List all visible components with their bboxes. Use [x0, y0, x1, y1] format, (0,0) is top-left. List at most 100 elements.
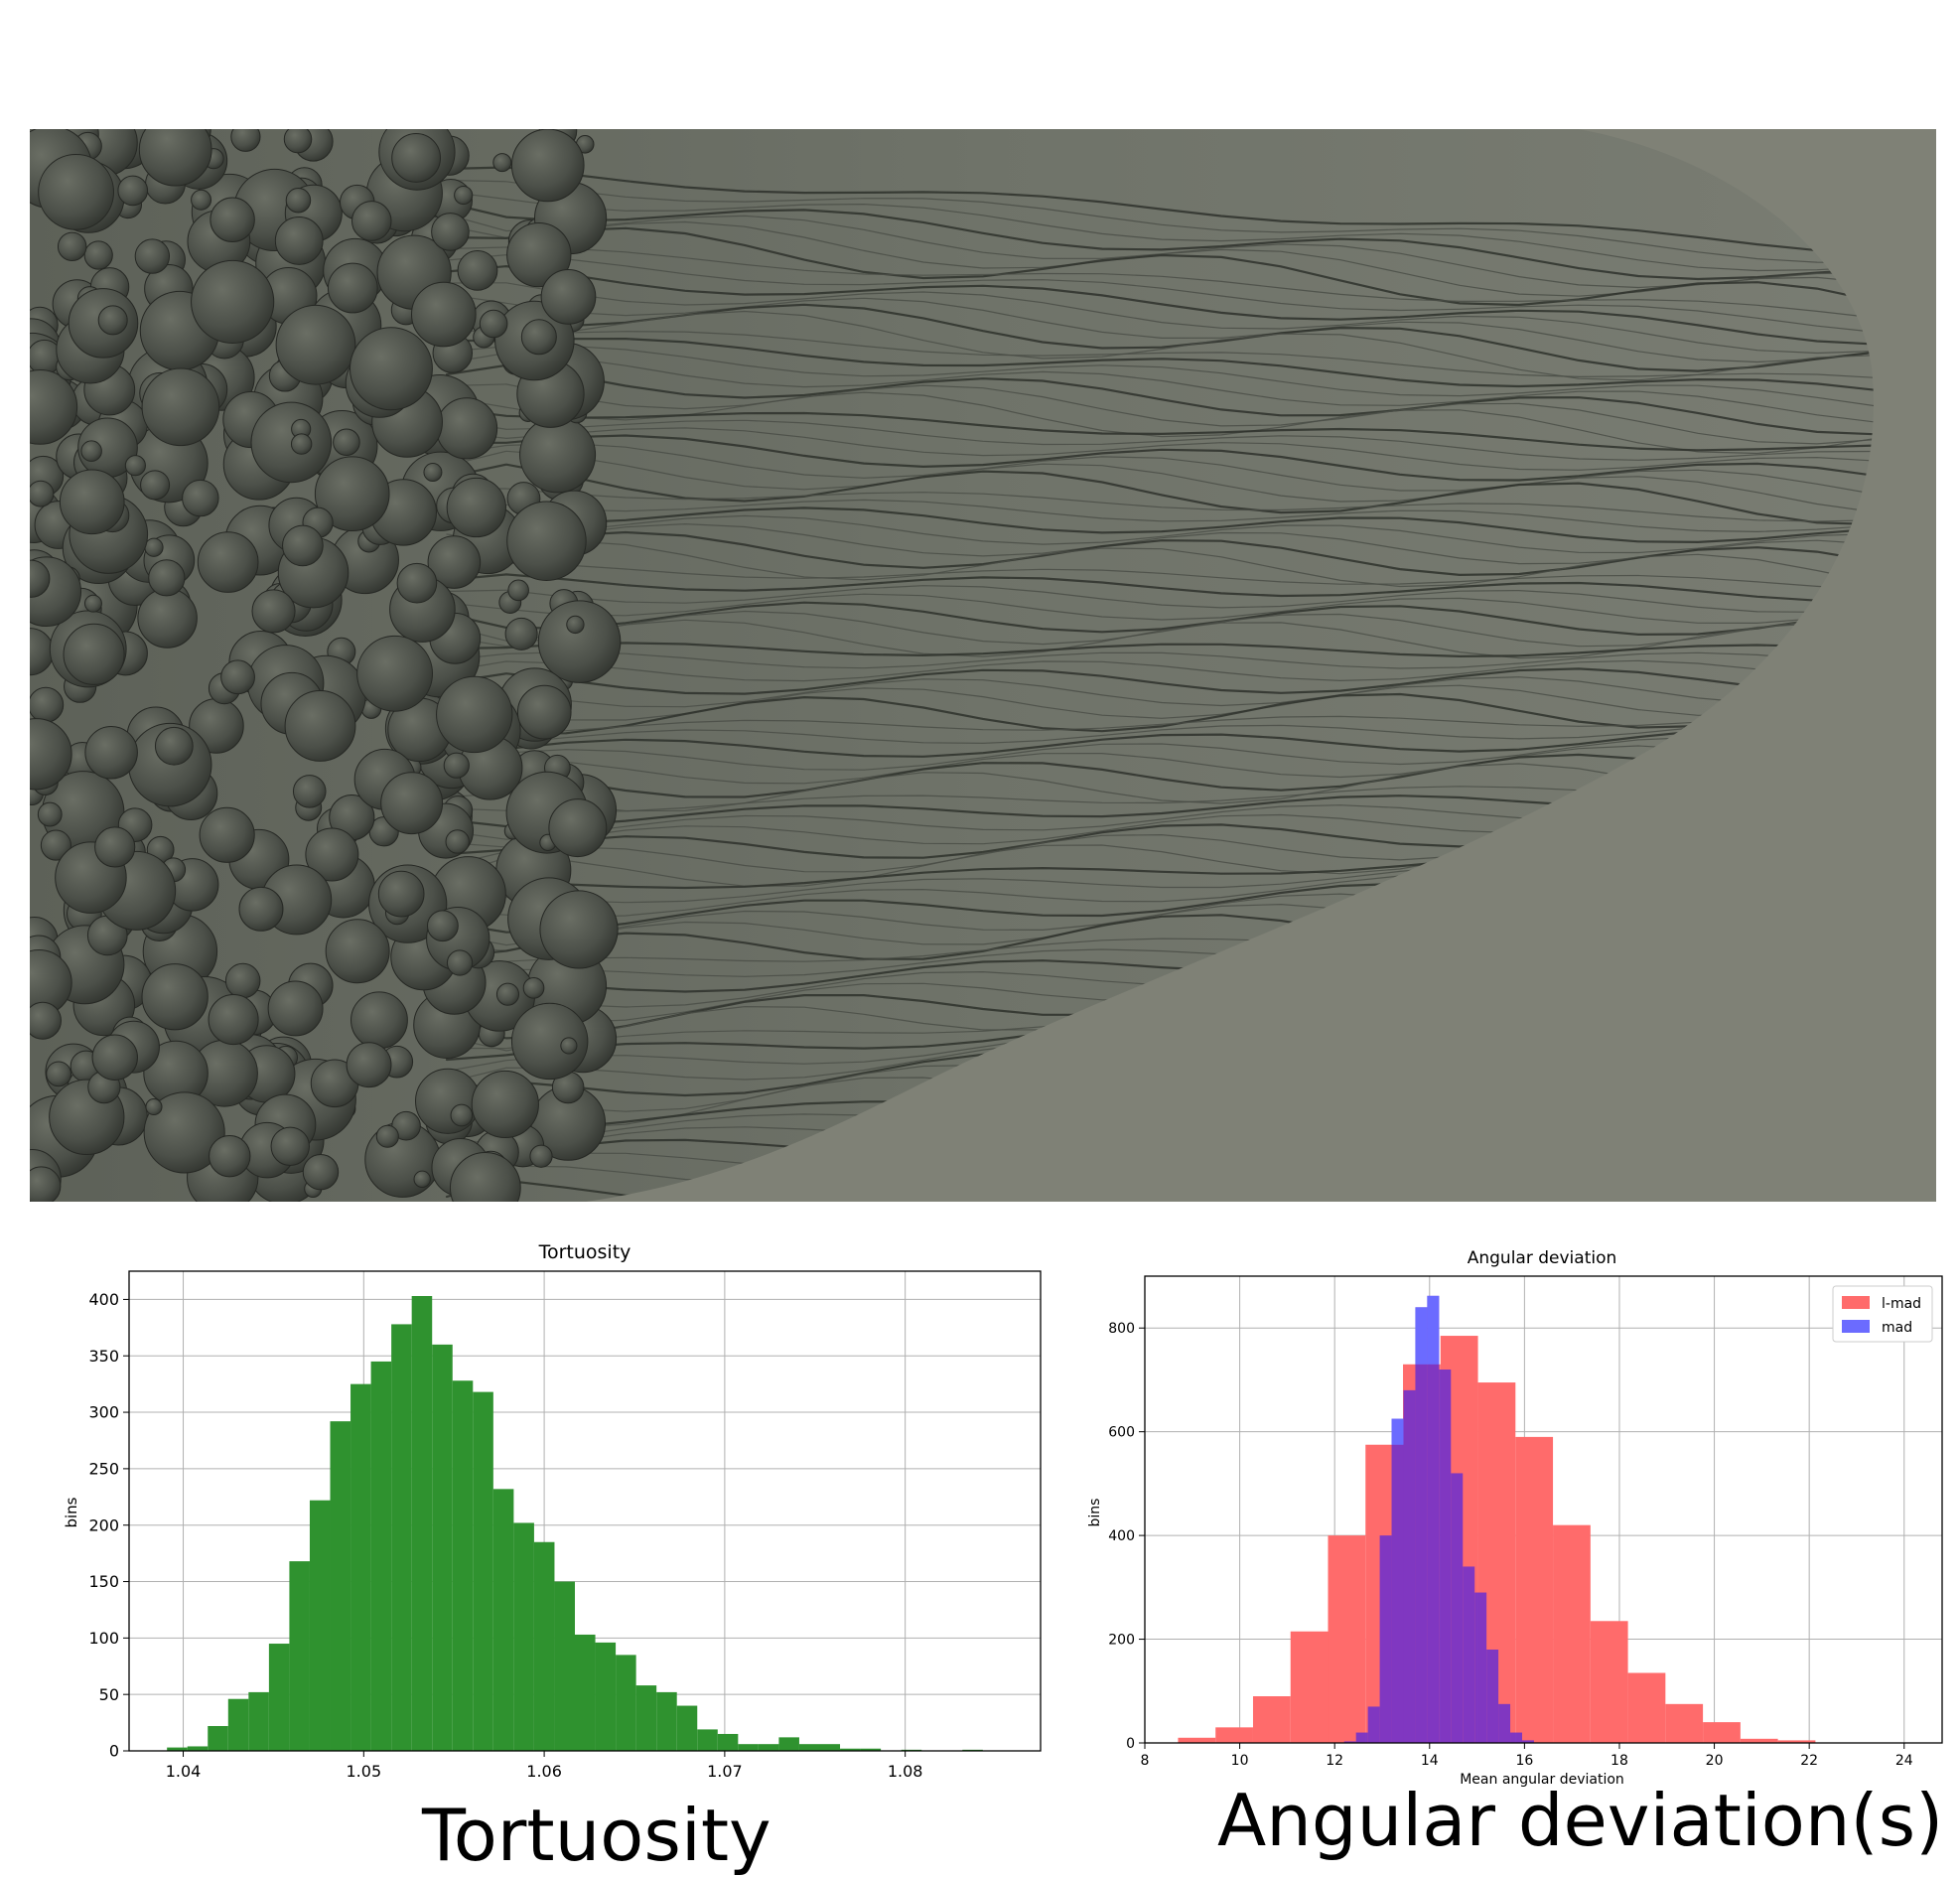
bar-mad-4: [1391, 1418, 1404, 1743]
fiber-bundle-rendering: [30, 129, 1936, 1202]
fiber-cross-section: [208, 994, 259, 1046]
fiber-cross-section: [548, 798, 608, 858]
bar-mad-14: [1510, 1732, 1522, 1743]
y-tick-label: 0: [1126, 1736, 1135, 1752]
bar-mad-12: [1486, 1650, 1499, 1743]
fiber-cross-section: [84, 725, 138, 780]
fiber-line: [446, 254, 1874, 334]
fiber-cross-section: [325, 919, 390, 984]
fiber-cross-section: [537, 600, 622, 683]
fiber-line: [446, 514, 1874, 554]
fiber-cross-section: [510, 129, 585, 203]
legend-swatch-mad: [1842, 1320, 1870, 1333]
fiber-cross-section: [435, 397, 498, 460]
bar-values-15: [473, 1391, 493, 1751]
bar-values-6: [289, 1561, 310, 1751]
fiber-line: [446, 450, 1874, 513]
fiber-line: [446, 736, 1874, 771]
fiber-cross-section: [516, 684, 572, 740]
y-tick-label: 350: [88, 1347, 119, 1366]
y-tick-label: 400: [1108, 1528, 1135, 1544]
bar-values-8: [330, 1421, 351, 1751]
fiber-cross-section: [519, 416, 597, 494]
y-tick-label: 200: [1108, 1632, 1135, 1648]
tortuosity-histogram: Tortuosity bins 1.04 1.05 1.06 1.07 1.08 0 50…: [63, 1241, 1042, 1781]
bar-values-28: [738, 1744, 759, 1751]
bar-mad-2: [1367, 1706, 1380, 1743]
fiber-cross-section: [191, 259, 275, 345]
bar-values-31: [798, 1744, 820, 1751]
x-tick-label: 18: [1610, 1753, 1628, 1769]
bar-values-32: [819, 1744, 841, 1751]
fiber-cross-section: [238, 886, 284, 932]
bar-l-mad-1: [1215, 1727, 1253, 1743]
bar-mad-11: [1474, 1592, 1487, 1743]
fiber-line: [446, 419, 1874, 461]
fiber-cross-section: [141, 367, 220, 447]
fiber-cross-section: [415, 1068, 482, 1134]
fiber-cross-section: [210, 197, 255, 243]
fiber-cross-section: [510, 1002, 589, 1081]
fiber-cross-section: [423, 463, 443, 483]
legend-label-l-mad: l-mad: [1882, 1296, 1921, 1312]
fiber-cross-section: [270, 1126, 310, 1166]
bar-l-mad-2: [1252, 1696, 1291, 1743]
fiber-cross-section: [396, 562, 438, 604]
fiber-cross-section: [539, 890, 619, 969]
fiber-line: [446, 328, 1874, 378]
fiber-cross-section: [377, 870, 425, 918]
y-tick-label: 400: [88, 1290, 119, 1309]
bar-values-5: [268, 1644, 290, 1751]
fiber-line: [446, 191, 1874, 272]
fiber-line: [446, 745, 1874, 785]
fiber-line: [445, 166, 1874, 255]
y-tick-label: 800: [1108, 1321, 1135, 1337]
fiber-cross-section: [145, 1097, 163, 1116]
fiber-line: [446, 383, 1874, 445]
fiber-cross-section: [275, 304, 356, 385]
fiber-cross-section: [443, 752, 470, 779]
y-tick-label: 50: [99, 1685, 119, 1704]
bar-values-13: [432, 1344, 453, 1751]
fiber-line: [445, 573, 1874, 603]
chart-title: Angular deviation: [1468, 1248, 1617, 1268]
fiber-cross-section: [540, 269, 597, 325]
fiber-cross-section: [191, 189, 212, 211]
fiber-line: [446, 427, 1874, 471]
fiber-cross-section: [91, 1034, 138, 1081]
fiber-cross-section: [356, 635, 434, 712]
bar-values-3: [227, 1698, 249, 1751]
fiber-cross-section: [144, 537, 164, 557]
bar-l-mad-0: [1178, 1737, 1216, 1743]
fiber-cross-section: [59, 469, 125, 535]
bar-values-27: [717, 1733, 739, 1751]
fiber-cross-section: [290, 433, 313, 455]
fiber-cross-section: [154, 726, 194, 766]
fiber-cross-section: [141, 963, 209, 1031]
fiber-cross-section: [375, 1124, 399, 1148]
fiber-cross-section: [449, 1152, 521, 1202]
fiber-line: [445, 642, 1874, 658]
fiber-cross-section: [30, 686, 65, 723]
bar-values-34: [860, 1748, 882, 1751]
bar-values-10: [370, 1361, 392, 1751]
bar-mad-13: [1498, 1703, 1511, 1743]
bar-mad-above-7: [1427, 1295, 1440, 1365]
fiber-line: [445, 530, 1874, 577]
fiber-cross-section: [37, 801, 63, 827]
x-tick-label: 16: [1515, 1753, 1533, 1769]
fiber-cross-section: [350, 991, 408, 1050]
fiber-line: [445, 337, 1874, 391]
bars: [167, 1296, 983, 1751]
fiber-cross-section: [30, 559, 51, 598]
x-tick-label: 12: [1326, 1753, 1343, 1769]
bar-values-29: [758, 1744, 779, 1751]
fiber-cross-section: [143, 1091, 225, 1174]
fiber-cross-section: [471, 1070, 539, 1139]
fiber-line: [446, 719, 1874, 745]
fiber-cross-section: [274, 217, 324, 265]
bar-mad-7: [1427, 1295, 1440, 1743]
fiber-cross-section: [350, 201, 392, 241]
bar-values-16: [492, 1489, 514, 1751]
legend-label-mad: mad: [1882, 1320, 1912, 1336]
